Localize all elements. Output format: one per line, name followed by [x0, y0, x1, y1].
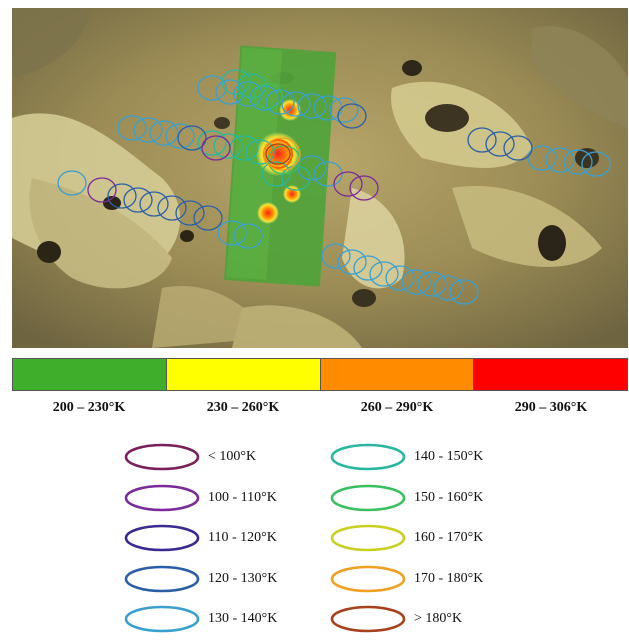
- ellipse-legend-right: 140 - 150°K 150 - 160°K 160 - 170°K 170 - 1…: [328, 437, 483, 640]
- legend-item: 140 - 150°K: [328, 437, 483, 478]
- legend-label: 130 - 140°K: [208, 611, 278, 627]
- ellipse-swatch-icon: [330, 565, 406, 593]
- color-scale-labels: 200 – 230°K 230 – 260°K 260 – 290°K 290 – 3…: [12, 400, 628, 416]
- map-svg: [12, 8, 628, 348]
- scale-label: 260 – 290°K: [360, 400, 434, 415]
- footprint-ellipses: [57, 69, 611, 305]
- legend-label: > 180°K: [414, 611, 463, 627]
- scale-label: 230 – 260°K: [206, 400, 280, 415]
- scale-segment: [320, 359, 475, 390]
- legend-label: 100 - 110°K: [208, 489, 277, 505]
- ellipse-swatch-icon: [330, 524, 406, 552]
- legend-label: 170 - 180°K: [414, 570, 484, 586]
- legend-item: 130 - 140°K: [122, 599, 277, 640]
- legend-item: < 100°K: [122, 437, 277, 478]
- surface-map-image: [12, 8, 628, 348]
- legend-item: 160 - 170°K: [328, 518, 483, 559]
- ellipse-swatch-icon: [330, 605, 406, 633]
- color-scale-bar: [12, 358, 628, 391]
- scale-label: 290 – 306°K: [514, 400, 588, 415]
- legend-label: 150 - 160°K: [414, 489, 484, 505]
- ellipse-swatch-icon: [124, 443, 200, 471]
- scale-segment: [166, 359, 321, 390]
- legend-item: 150 - 160°K: [328, 478, 483, 519]
- legend-label: 110 - 120°K: [208, 530, 277, 546]
- scale-segment: [474, 359, 627, 390]
- terrain-features: [12, 8, 628, 348]
- legend-label: 160 - 170°K: [414, 530, 484, 546]
- temperature-scale: 200 – 230°K 230 – 260°K 260 – 290°K 290 – 3…: [12, 358, 628, 416]
- ellipse-swatch-icon: [330, 484, 406, 512]
- scale-label: 200 – 230°K: [52, 400, 126, 415]
- ellipse-swatch-icon: [330, 443, 406, 471]
- legend-item: 110 - 120°K: [122, 518, 277, 559]
- legend-item: > 180°K: [328, 599, 483, 640]
- legend-label: 120 - 130°K: [208, 570, 278, 586]
- legend-label: < 100°K: [208, 449, 257, 465]
- ellipse-swatch-icon: [124, 565, 200, 593]
- ellipse-legend-left: < 100°K 100 - 110°K 110 - 120°K 120 - 130°K…: [122, 437, 277, 640]
- legend-item: 170 - 180°K: [328, 559, 483, 600]
- ellipse-swatch-icon: [124, 605, 200, 633]
- legend-label: 140 - 150°K: [414, 449, 484, 465]
- legend-item: 120 - 130°K: [122, 559, 277, 600]
- legend-item: 100 - 110°K: [122, 478, 277, 519]
- scale-segment: [13, 359, 167, 390]
- ellipse-swatch-icon: [124, 524, 200, 552]
- ellipse-swatch-icon: [124, 484, 200, 512]
